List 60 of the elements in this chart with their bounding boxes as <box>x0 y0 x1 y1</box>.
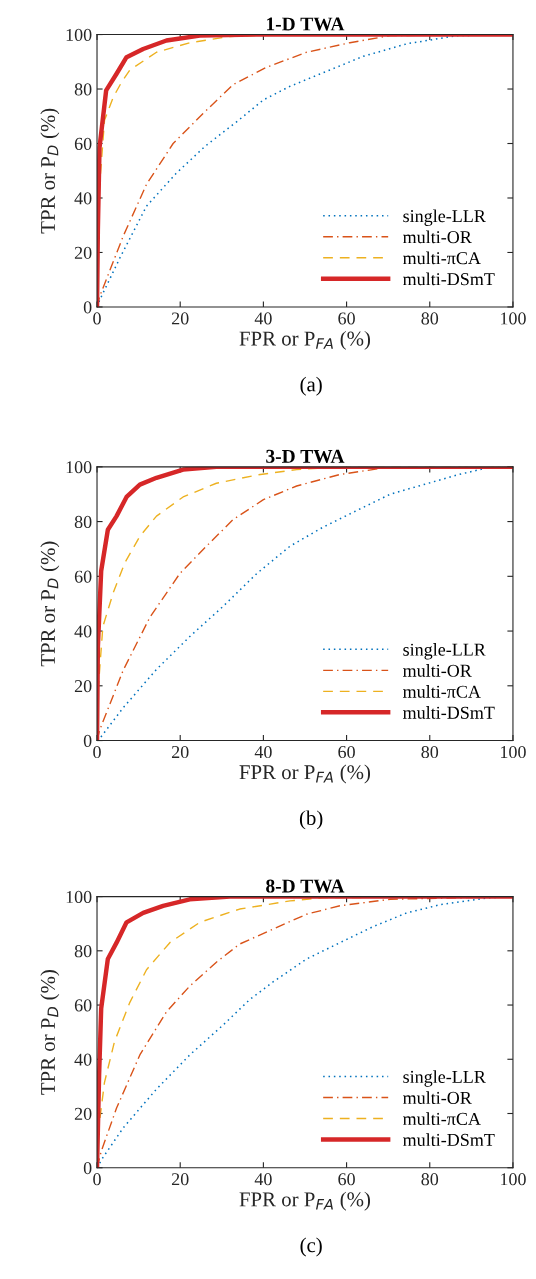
x-tick-label: 80 <box>421 312 439 325</box>
text: (c) <box>300 1237 322 1257</box>
y-tick-label: 40 <box>74 192 92 205</box>
y-tick-label: 0 <box>83 734 92 747</box>
x-tick-label: 60 <box>338 312 355 325</box>
x-tick-label: 100 <box>501 745 526 759</box>
x-tick-label: 40 <box>254 312 272 325</box>
x-tick-label: 80 <box>421 1173 439 1186</box>
y-tick-label: 60 <box>74 570 92 583</box>
legend-label: multi-OR <box>402 664 472 677</box>
legend-label: multi-DSmT <box>402 706 495 719</box>
text: (a) <box>300 376 322 396</box>
chart-title: 1-D TWA <box>267 17 345 31</box>
y-tick-label: 80 <box>74 515 92 529</box>
y-tick-label: 80 <box>74 945 92 958</box>
y-axis-title: TPR or P$_{D}$ (%) <box>40 541 60 667</box>
x-tick-label: 100 <box>501 312 526 325</box>
x-tick-label: 0 <box>93 745 101 759</box>
x-tick-label: 40 <box>254 745 272 759</box>
x-tick-label: 20 <box>171 1173 189 1186</box>
x-axis-title: FPR or P$_{FA}$ (%) <box>239 330 371 350</box>
y-axis-title: TPR or P$_{D}$ (%) <box>40 970 60 1095</box>
text: (b) <box>299 810 323 830</box>
legend-label: multi-DSmT <box>402 272 495 286</box>
x-tick-label: 60 <box>338 745 355 759</box>
legend-label: single-LLR <box>403 643 486 660</box>
y-tick-label: 100 <box>66 28 92 41</box>
legend-label: single-LLR <box>403 209 486 226</box>
y-tick-label: 80 <box>74 83 92 96</box>
legend-label: multi-πCA <box>402 685 481 698</box>
chart-title: 3-D TWA <box>266 449 345 463</box>
y-tick-label: 60 <box>74 999 92 1012</box>
x-axis-title: FPR or P$_{FA}$ (%) <box>239 1191 371 1211</box>
x-tick-label: 60 <box>338 1173 355 1186</box>
y-tick-label: 20 <box>74 246 92 259</box>
chart-title: 8-D TWA <box>266 879 345 893</box>
y-tick-label: 60 <box>74 137 92 150</box>
y-tick-label: 20 <box>74 680 92 693</box>
x-tick-label: 0 <box>93 1173 101 1186</box>
y-tick-label: 100 <box>66 461 92 474</box>
legend-label: multi-πCA <box>402 251 481 265</box>
legend-label: multi-DSmT <box>402 1133 495 1146</box>
y-tick-label: 0 <box>83 301 92 314</box>
y-tick-label: 100 <box>66 890 92 904</box>
x-axis-title: FPR or P$_{FA}$ (%) <box>239 764 371 784</box>
x-tick-label: 20 <box>171 745 189 759</box>
legend-label: multi-OR <box>402 1091 472 1105</box>
x-tick-label: 0 <box>93 312 101 325</box>
x-tick-label: 80 <box>421 745 439 759</box>
y-axis-title: TPR or P$_{D}$ (%) <box>40 108 60 234</box>
x-tick-label: 20 <box>171 312 189 325</box>
x-tick-label: 100 <box>501 1173 526 1186</box>
y-tick-label: 40 <box>74 1053 92 1066</box>
y-tick-label: 20 <box>74 1107 92 1120</box>
y-tick-label: 40 <box>74 625 92 638</box>
legend-label: single-LLR <box>403 1070 486 1087</box>
y-tick-label: 0 <box>83 1161 92 1175</box>
legend-label: multi-πCA <box>402 1112 481 1126</box>
x-tick-label: 40 <box>254 1173 272 1186</box>
legend-label: multi-OR <box>402 230 472 244</box>
